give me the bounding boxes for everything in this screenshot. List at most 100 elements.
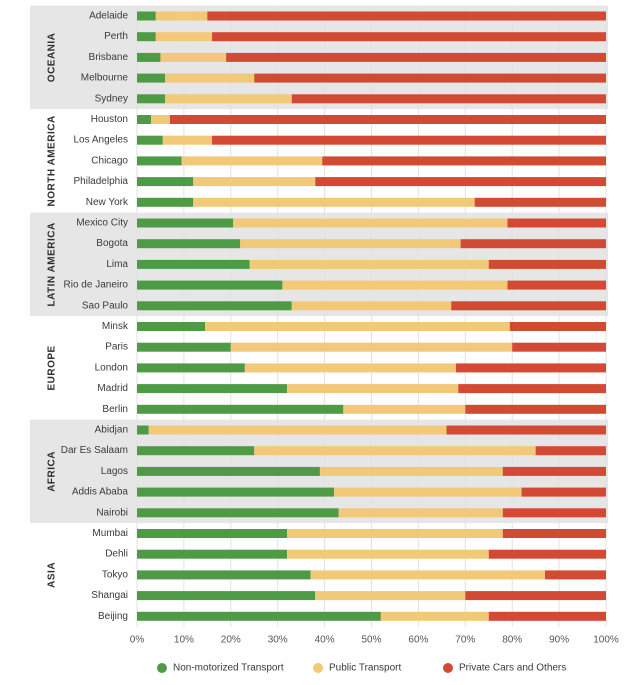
x-tick-label: 80% bbox=[502, 635, 522, 646]
city-label: Los Angeles bbox=[74, 135, 129, 146]
bar-segment-private bbox=[169, 115, 606, 124]
city-label: Melbourne bbox=[81, 73, 129, 84]
region-label: LATIN AMERICA bbox=[47, 222, 58, 306]
bar-segment-public bbox=[287, 549, 489, 559]
bar-segment-private bbox=[465, 591, 606, 601]
bar-segment-non-motorized bbox=[137, 611, 381, 621]
legend-marker-public bbox=[313, 663, 323, 673]
city-label: London bbox=[95, 362, 128, 373]
region-label: NORTH AMERICA bbox=[47, 115, 58, 206]
bar-segment-non-motorized bbox=[137, 239, 241, 249]
x-tick-label: 20% bbox=[221, 635, 241, 646]
bar-segment-private bbox=[315, 177, 606, 187]
city-label: Dar Es Salaam bbox=[61, 445, 128, 456]
bars bbox=[137, 11, 607, 621]
city-label: Minsk bbox=[102, 321, 129, 332]
bar-segment-non-motorized bbox=[137, 549, 288, 559]
bar-segment-non-motorized bbox=[137, 94, 166, 104]
bar-segment-private bbox=[545, 570, 606, 580]
bar-segment-private bbox=[207, 11, 606, 21]
x-tick-label: 10% bbox=[174, 635, 194, 646]
city-label: Chicago bbox=[91, 155, 128, 166]
bar-segment-private bbox=[226, 52, 607, 62]
city-label: New York bbox=[86, 197, 129, 208]
bar-segment-private bbox=[502, 508, 606, 518]
x-tick-label: 30% bbox=[268, 635, 288, 646]
bar-segment-non-motorized bbox=[137, 280, 283, 290]
bar-segment-non-motorized bbox=[137, 177, 194, 187]
bar-segment-private bbox=[322, 156, 606, 166]
bar-segment-non-motorized bbox=[137, 259, 250, 269]
bar-segment-public bbox=[162, 135, 213, 145]
bar-segment-non-motorized bbox=[137, 363, 245, 373]
bar-segment-public bbox=[287, 529, 503, 538]
bar-segment-non-motorized bbox=[137, 52, 161, 62]
city-label: Nairobi bbox=[96, 507, 128, 518]
city-label: Tokyo bbox=[102, 569, 129, 580]
region-label: AFRICA bbox=[47, 451, 58, 492]
city-label: Houston bbox=[91, 114, 128, 125]
x-axis: 0% 10% 20% 30% 40% 50% 60% 70% 80% 90% 100% bbox=[130, 635, 619, 646]
x-tick-label: 100% bbox=[593, 635, 619, 646]
bar-segment-public bbox=[160, 52, 227, 62]
bar-segment-private bbox=[521, 487, 606, 497]
city-label: Perth bbox=[104, 31, 128, 42]
bar-segment-non-motorized bbox=[137, 591, 316, 601]
bar-segment-private bbox=[291, 94, 606, 104]
bar-segment-private bbox=[212, 135, 607, 145]
bar-segment-non-motorized bbox=[137, 135, 163, 145]
city-label: Mexico City bbox=[76, 218, 128, 229]
city-label: Sao Paulo bbox=[82, 300, 129, 311]
bar-segment-private bbox=[488, 549, 606, 559]
bar-segment-non-motorized bbox=[137, 425, 149, 435]
bar-segment-non-motorized bbox=[137, 446, 255, 456]
bar-segment-public bbox=[233, 218, 508, 228]
grid-lines bbox=[136, 5, 607, 627]
x-tick-label: 90% bbox=[549, 635, 569, 646]
city-label: Lima bbox=[106, 259, 128, 270]
bar-segment-private bbox=[460, 239, 606, 249]
bar-segment-non-motorized bbox=[137, 115, 152, 124]
bar-segment-public bbox=[315, 591, 466, 601]
city-label: Rio de Janeiro bbox=[64, 280, 129, 291]
city-label: Abidjan bbox=[95, 425, 128, 436]
bar-segment-private bbox=[455, 363, 606, 373]
bar-segment-public bbox=[244, 363, 456, 373]
bar-segment-public bbox=[148, 425, 447, 435]
bar-segment-public bbox=[151, 115, 170, 124]
bar-segment-public bbox=[254, 446, 536, 456]
bar-segment-non-motorized bbox=[137, 487, 334, 497]
bar-segment-non-motorized bbox=[137, 404, 344, 414]
bar-segment-non-motorized bbox=[137, 384, 288, 394]
city-label: Adelaide bbox=[89, 11, 128, 22]
bar-segment-public bbox=[291, 301, 452, 311]
bar-segment-public bbox=[165, 94, 292, 104]
bar-segment-public bbox=[249, 259, 489, 269]
region-label: ASIA bbox=[47, 562, 58, 588]
legend-label: Private Cars and Others bbox=[459, 663, 566, 674]
bar-segment-private bbox=[488, 259, 606, 269]
bar-segment-public bbox=[193, 177, 316, 187]
bar-segment-public bbox=[282, 280, 508, 290]
x-tick-label: 50% bbox=[361, 635, 381, 646]
bar-segment-non-motorized bbox=[137, 218, 234, 228]
city-label: Paris bbox=[105, 342, 128, 353]
region-label: EUROPE bbox=[47, 345, 58, 390]
bar-segment-public bbox=[319, 466, 503, 476]
bar-segment-private bbox=[502, 466, 606, 476]
bar-segment-non-motorized bbox=[137, 156, 182, 166]
bar-segment-non-motorized bbox=[137, 197, 194, 207]
bar-segment-non-motorized bbox=[137, 322, 206, 331]
bar-segment-public bbox=[193, 197, 475, 207]
city-label: Brisbane bbox=[89, 52, 129, 63]
bar-segment-public bbox=[165, 73, 255, 83]
bar-segment-non-motorized bbox=[137, 11, 156, 21]
bar-segment-non-motorized bbox=[137, 73, 166, 83]
city-label: Beijing bbox=[98, 611, 128, 622]
region-label: OCEANIA bbox=[47, 33, 58, 83]
bar-segment-private bbox=[451, 301, 606, 311]
city-labels: Adelaide Perth Brisbane Melbourne Sydney Hous… bbox=[61, 11, 129, 622]
bar-segment-non-motorized bbox=[137, 301, 292, 311]
city-label: Madrid bbox=[97, 383, 128, 394]
region-labels: OCEANIA NORTH AMERICA LATIN AMERICA EUROPE A… bbox=[47, 33, 58, 588]
